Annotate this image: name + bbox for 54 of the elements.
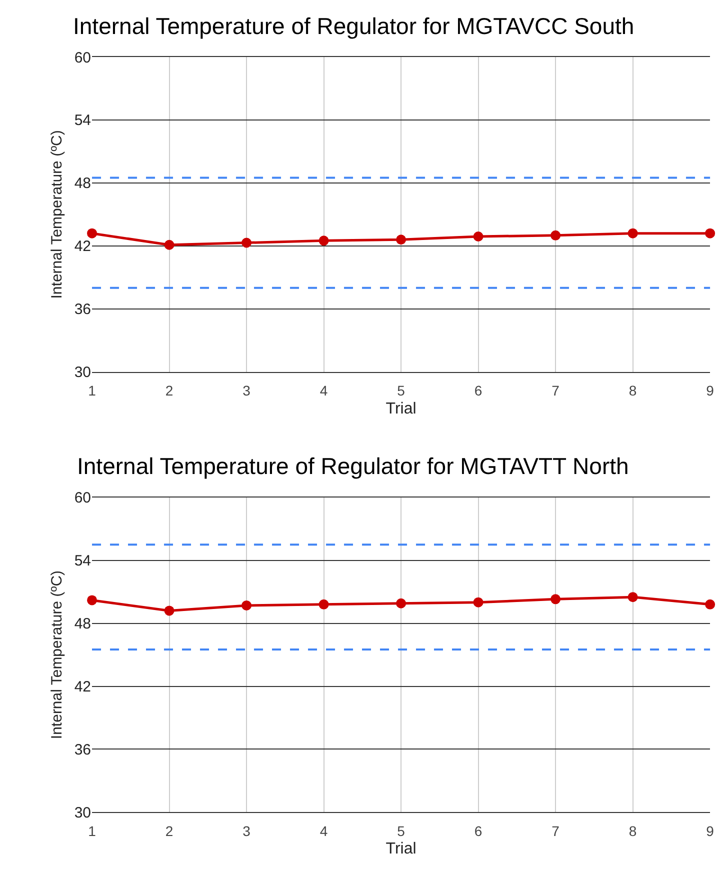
x-tick-label: 8 [628,382,637,399]
x-tick-label: 6 [474,822,482,839]
y-tick-label: 42 [74,238,92,256]
x-tick-label: 2 [165,382,174,399]
chart-title: Internal Temperature of Regulator for MGTAVTT North [77,453,629,479]
x-tick-label: 4 [320,822,328,839]
x-tick-label: 5 [397,822,406,839]
x-tick-label: 8 [628,822,637,839]
point [628,228,638,238]
x-tick-label: 1 [88,382,96,399]
point [242,600,252,610]
y-tick-label: 54 [74,112,92,130]
y-tick-label: 30 [74,364,92,382]
point [87,228,98,238]
point [396,234,406,245]
y-axis-title: Internal Temperature (ºC) [48,570,66,740]
x-tick-label: 7 [552,822,560,839]
chart-title: Internal Temperature of Regulator for MGTAVCC South [73,13,634,39]
x-tick-label: 6 [474,382,482,399]
point [87,595,98,606]
point [473,597,484,608]
point [396,598,406,608]
point [318,599,329,610]
x-tick-label: 7 [552,382,560,399]
x-tick-label: 9 [706,382,714,399]
y-axis-title: Internal Temperature (ºC) [48,130,66,299]
point [705,599,716,610]
x-tick-label: 5 [397,382,406,399]
point [473,231,484,242]
point [164,606,174,616]
x-tick-label: 3 [242,822,251,839]
y-tick-label: 60 [74,49,92,66]
x-tick-label: 2 [165,822,174,839]
point [550,594,561,604]
point [628,592,638,602]
point [705,228,716,238]
x-tick-label: 3 [242,382,251,399]
point [242,238,252,248]
x-axis-title: Trial [386,400,416,418]
y-tick-label: 36 [74,301,92,318]
point [164,240,174,250]
y-tick-label: 60 [74,490,92,507]
point [318,236,329,246]
y-tick-label: 48 [74,175,92,192]
y-tick-label: 48 [74,616,92,633]
y-tick-label: 36 [74,741,92,758]
y-tick-label: 42 [74,678,92,696]
y-tick-label: 54 [74,552,92,570]
y-tick-label: 30 [74,804,92,822]
x-axis-title: Trial [386,840,416,858]
x-tick-label: 9 [706,822,714,839]
x-tick-label: 4 [320,382,328,399]
x-tick-label: 1 [88,822,96,839]
point [550,230,561,240]
